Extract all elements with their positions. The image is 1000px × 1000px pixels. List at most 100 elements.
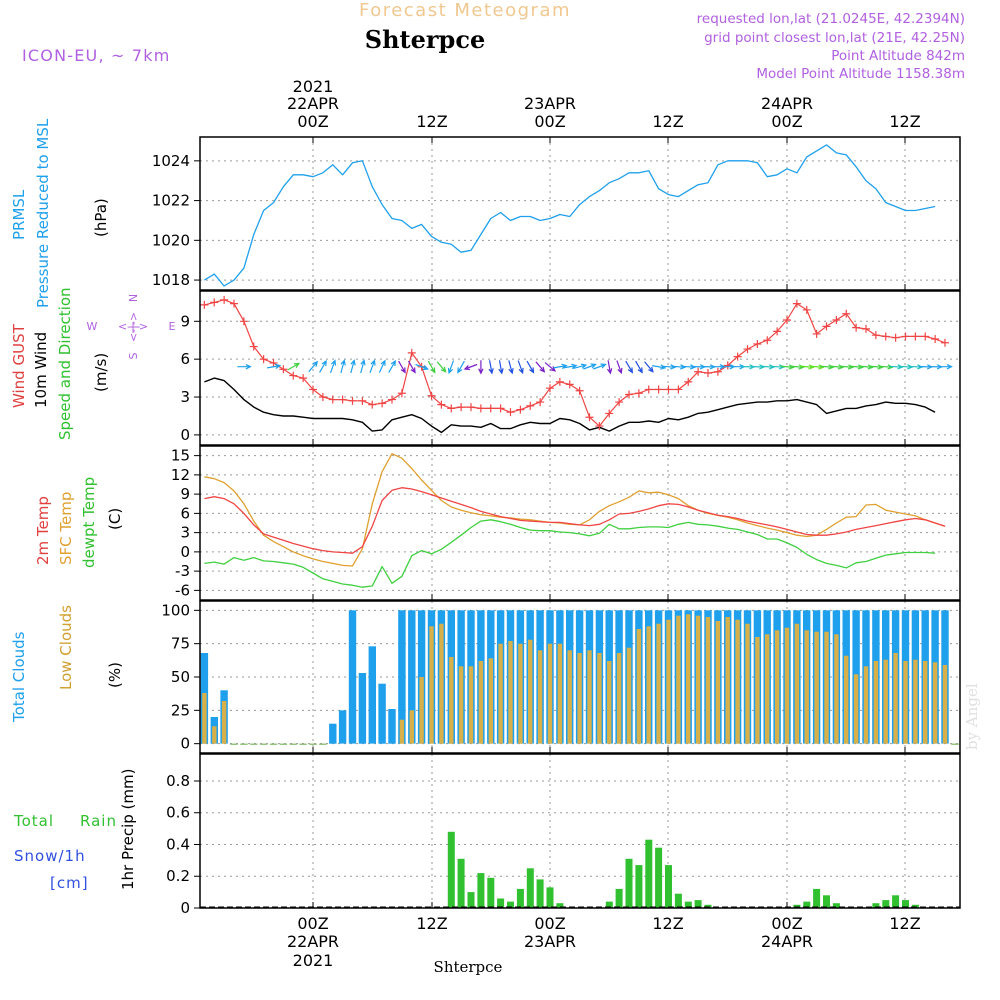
rain-bar [704, 904, 712, 908]
low-clouds-bar [844, 655, 849, 744]
y-tick-label: 1020 [152, 231, 190, 249]
bottom-day-label: 24APR [761, 932, 813, 951]
wind-gust-marker [555, 377, 564, 386]
title-forecast-meteogram: Forecast Meteogram [359, 0, 571, 21]
wind-gust-marker [397, 389, 406, 398]
low-clouds-bar [626, 647, 632, 744]
rain-bar [507, 901, 514, 908]
wind-gust-marker [378, 399, 387, 408]
wind-gust-marker [486, 404, 495, 413]
wind-gust-marker [625, 390, 633, 399]
wind-direction-arrow [770, 364, 785, 370]
wind-gust-marker [595, 422, 604, 431]
low-clouds-bar [567, 650, 572, 744]
low-clouds-bar [824, 631, 829, 744]
low-clouds-bar [695, 615, 701, 744]
wind-gust-marker [526, 401, 535, 410]
wind-gust-marker [328, 395, 337, 404]
wind-direction-arrow [369, 359, 376, 374]
low-clouds-bar [616, 653, 622, 744]
wind-gust-marker [318, 393, 327, 402]
ylabel-ms: (m/s) [92, 353, 110, 392]
total-clouds-bar [358, 673, 367, 744]
low-clouds-bar [488, 658, 493, 744]
wind-direction-arrow [447, 360, 455, 375]
wind-gust-marker [654, 385, 663, 394]
wind-gust-marker [220, 295, 229, 304]
wind-gust-marker [358, 396, 367, 405]
y-tick-label: 0 [180, 543, 190, 561]
y-tick-label: 0.2 [166, 867, 190, 885]
low-clouds-bar [202, 693, 207, 744]
wind-gust-marker [476, 404, 485, 413]
wind-direction-arrow [415, 363, 429, 371]
requested-lonlat: requested lon,lat (21.0245E, 42.2394N) [697, 11, 965, 27]
2m-temp-line [204, 487, 946, 554]
wind-gust-marker [388, 395, 396, 404]
rain-bar [665, 865, 672, 908]
low-clouds-bar [863, 666, 869, 744]
low-clouds-bar [557, 643, 563, 744]
wind-gust-marker [743, 345, 752, 354]
low-clouds-bar [676, 615, 681, 744]
wind-gust-marker [921, 332, 930, 341]
wind-gust-marker [437, 400, 446, 409]
y-tick-label: 1022 [152, 192, 190, 210]
ylabel-hpa: (hPa) [92, 198, 110, 237]
legend-rain: Rain [80, 812, 117, 830]
wind-gust-marker [259, 355, 268, 364]
rain-bar [487, 877, 495, 908]
rain-bar [694, 900, 702, 908]
wind-direction-arrow [938, 364, 953, 370]
low-clouds-bar [597, 653, 602, 744]
top-day-label: 22APR [287, 94, 339, 113]
wind-direction-arrow [488, 360, 494, 375]
point-altitude: Point Altitude 842m [831, 48, 965, 64]
y-tick-label: -6 [175, 581, 190, 599]
rain-bar [872, 903, 880, 908]
rain-bar [813, 888, 821, 908]
wind-gust-marker [299, 374, 308, 383]
wind-direction-arrow [319, 359, 327, 373]
low-clouds-bar [903, 661, 908, 744]
rain-bar [902, 900, 909, 908]
low-clouds-bar [449, 657, 454, 744]
rain-bar [457, 858, 465, 908]
series-layer [204, 144, 936, 287]
wind-gust-marker [230, 299, 238, 308]
pressure-line [204, 144, 936, 287]
wind-direction-arrow [478, 360, 484, 375]
ylabel-precip: 1hr Precip (mm) [119, 769, 137, 890]
wind-gust-marker [200, 300, 209, 309]
y-tick-label: 0 [180, 426, 190, 444]
wind-direction-arrow [898, 364, 914, 370]
y-tick-label: 1024 [152, 152, 190, 170]
low-clouds-bar [666, 619, 671, 744]
wind-gust-marker [733, 352, 742, 361]
wind-direction-arrow [526, 360, 535, 374]
wind-gust-marker [852, 323, 861, 332]
bottom-hour-label: 12Z [652, 914, 683, 933]
low-clouds-bar [932, 662, 938, 744]
low-clouds-bar [508, 641, 513, 744]
wind-direction-arrow [463, 363, 478, 371]
wind-gust-marker [575, 386, 584, 395]
wind-direction-arrow [760, 364, 776, 370]
wind-gust-marker [763, 336, 772, 345]
rain-bar [467, 892, 475, 908]
low-clouds-bar [537, 650, 543, 744]
low-clouds-bar [547, 643, 553, 744]
low-clouds-bar [942, 665, 948, 744]
low-clouds-bar [458, 666, 464, 744]
wind-gust-marker [289, 371, 298, 380]
wind-direction-arrow [563, 363, 578, 369]
low-clouds-bar [794, 623, 800, 744]
compass-north-arrows: <-|-> [127, 312, 140, 342]
bottom-hour-label: 12Z [416, 914, 447, 933]
total-clouds-bar [408, 610, 416, 744]
low-clouds-bar [409, 710, 414, 744]
bottom-hour-label: 12Z [889, 914, 920, 933]
total-clouds-bar [329, 723, 337, 744]
wind-gust-marker [773, 327, 782, 336]
